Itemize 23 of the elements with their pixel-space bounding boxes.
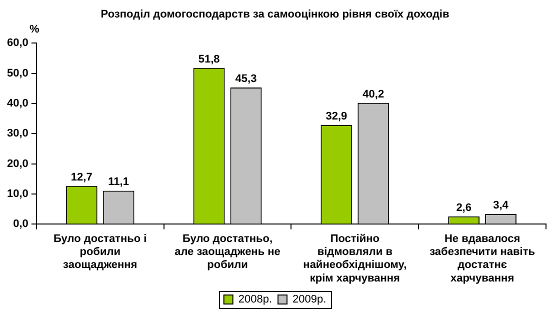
y-tick-label: 10,0 bbox=[6, 188, 28, 200]
text: 32,9 bbox=[326, 110, 348, 122]
y-tick-label: 0,0 bbox=[13, 218, 28, 230]
text: 51,8 bbox=[198, 53, 220, 66]
y-tick-label: 50,0 bbox=[6, 67, 28, 80]
x-tick-label: Було достатньо, але заощаджень не робили bbox=[174, 232, 280, 272]
legend-label: 2008р. bbox=[238, 294, 272, 306]
y-tick-label: 60,0 bbox=[6, 37, 28, 50]
y-tick-label: 20,0 bbox=[6, 158, 28, 170]
chart-title: Розподіл домогосподарств за самооцінкою рівня своїх доходів bbox=[100, 8, 450, 21]
legend-label: 2009р. bbox=[292, 294, 326, 306]
y-tick-label: 30,0 bbox=[6, 128, 28, 140]
text: 12,7 bbox=[70, 171, 92, 184]
text: 11,1 bbox=[108, 176, 129, 188]
text: 45,3 bbox=[235, 73, 257, 86]
text: 3,4 bbox=[493, 199, 508, 212]
y-tick-label: 40,0 bbox=[6, 98, 28, 110]
x-tick-label: Не вдавалося забезпечити навіть достатнє харчування bbox=[430, 232, 536, 284]
text: 2,6 bbox=[456, 202, 472, 214]
x-tick-label: Постійно відмовляли в найнеобхіднішому, крім харчування bbox=[303, 232, 407, 284]
y-axis-title: % bbox=[30, 24, 40, 36]
x-tick-label: Було достатньо і робили заощадження bbox=[54, 232, 147, 272]
text: 40,2 bbox=[362, 88, 384, 100]
